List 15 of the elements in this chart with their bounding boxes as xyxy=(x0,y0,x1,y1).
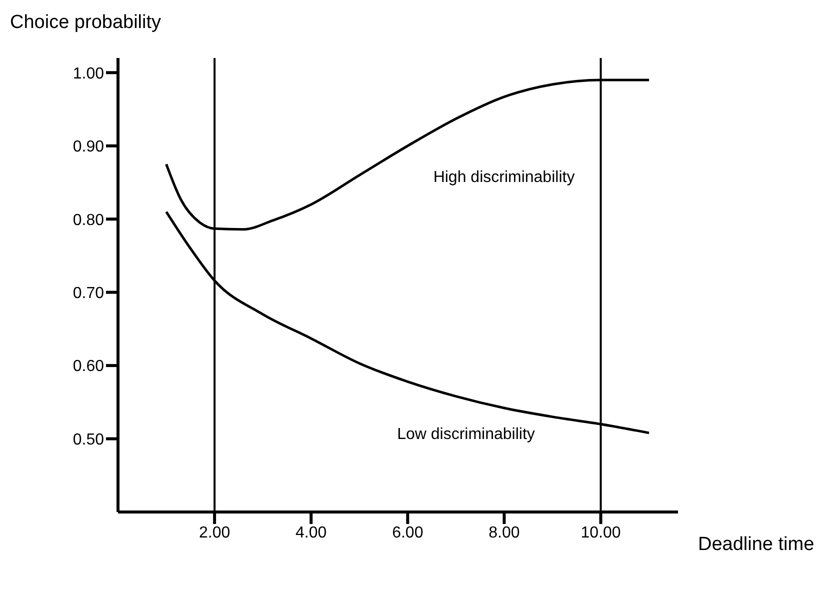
x-tick-label: 6.00 xyxy=(392,524,424,542)
y-tick-label: 0.60 xyxy=(72,358,104,376)
x-tick-label: 8.00 xyxy=(488,524,520,542)
x-tick-label: 2.00 xyxy=(198,524,230,542)
x-tick-label: 10.00 xyxy=(580,524,621,542)
y-tick-label: 0.80 xyxy=(72,212,104,229)
y-tick-label: 0.90 xyxy=(72,138,104,156)
x-axis-title: Deadline time xyxy=(698,534,814,555)
x-tick-label: 4.00 xyxy=(296,524,327,542)
annotation: High discriminability xyxy=(433,169,575,187)
y-axis-title: Choice probability xyxy=(10,12,162,34)
annotation: Low discriminability xyxy=(397,426,535,444)
y-tick-label: 1.00 xyxy=(72,65,104,82)
y-tick-label: 0.70 xyxy=(72,285,104,302)
y-tick-label: 0.50 xyxy=(72,431,104,448)
